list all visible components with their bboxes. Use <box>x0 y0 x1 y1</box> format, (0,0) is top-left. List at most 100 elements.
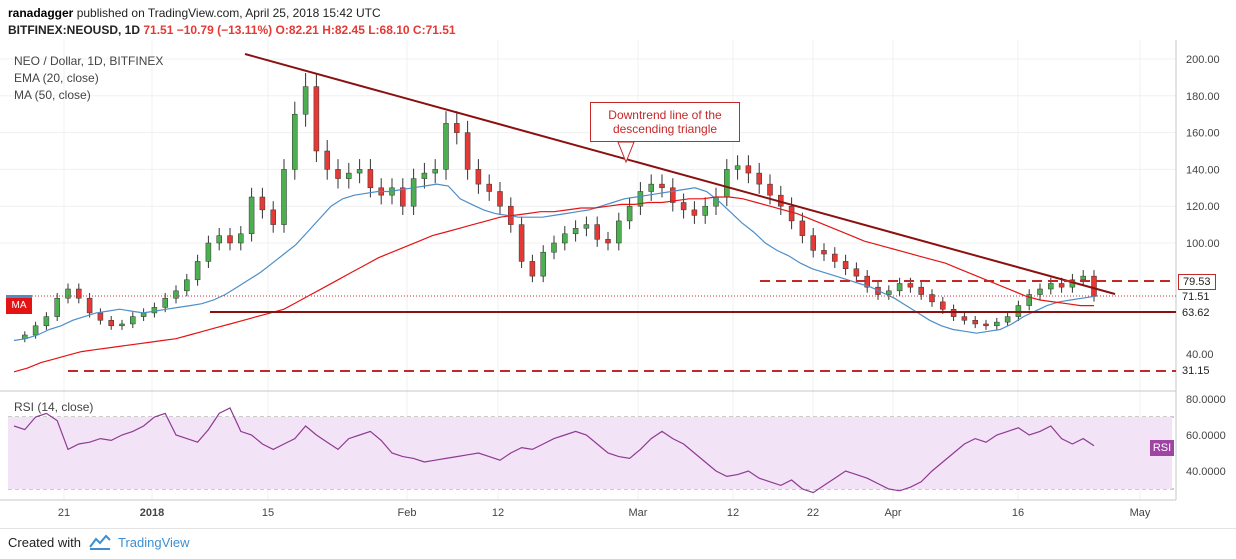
candle-body <box>961 316 968 321</box>
candle-body <box>605 239 611 244</box>
candle-body <box>97 312 104 321</box>
candle-body <box>616 220 622 244</box>
candle-body <box>324 150 330 170</box>
candle-body <box>1037 288 1043 295</box>
time-tick-label: Mar <box>629 507 648 519</box>
ma-axis-tag: MA <box>6 298 32 314</box>
rsi-legend[interactable]: RSI (14, close) <box>14 400 94 414</box>
candle-body <box>486 183 492 192</box>
candle-body <box>572 228 579 235</box>
candle-body <box>432 169 438 174</box>
candle-body <box>724 169 730 198</box>
candle-body <box>184 279 190 292</box>
candle-body <box>140 312 147 317</box>
candle-body <box>810 235 816 251</box>
ohlc-line: BITFINEX:NEOUSD, 1D 71.51 −10.79 (−13.11… <box>8 23 456 37</box>
publish-line: ranadagger published on TradingView.com,… <box>8 6 381 20</box>
candle-body <box>43 316 50 327</box>
candle-body <box>313 86 320 152</box>
trendline-annotation: Downtrend line of the descending triangl… <box>590 102 740 142</box>
candle-body <box>335 169 341 179</box>
candle-body <box>346 172 352 179</box>
published-text: published on TradingView.com, April 25, … <box>76 6 381 20</box>
candle-body <box>821 250 827 255</box>
candle-body <box>76 288 82 299</box>
price-tick-label: 160.00 <box>1186 128 1220 140</box>
candle-body <box>356 169 363 174</box>
ma-line <box>13 196 1094 373</box>
candle-body <box>756 172 762 185</box>
candle-body <box>65 288 71 299</box>
candle-body <box>680 202 687 211</box>
rsi-tick-label: 80.0000 <box>1186 394 1226 406</box>
author-name[interactable]: ranadagger <box>8 6 74 20</box>
candle-body <box>940 301 946 310</box>
time-tick-label: 21 <box>58 507 70 519</box>
candle-body <box>54 297 60 317</box>
price-chart[interactable]: 200.00 180.00 160.00 140.00 120.00 100.00 40.0… <box>0 40 1236 528</box>
candle-body <box>1091 275 1097 297</box>
candle-body <box>248 196 255 235</box>
rsi-axis-tag: RSI <box>1150 440 1174 456</box>
candle-body <box>410 178 417 207</box>
candle-body <box>173 290 179 299</box>
chart-header: ranadagger published on TradingView.com,… <box>0 0 1236 40</box>
candle-body <box>734 165 741 170</box>
last-price-tag: 71.51 <box>1178 290 1214 304</box>
candle-body <box>281 169 287 225</box>
time-tick-label: 12 <box>727 507 739 519</box>
candle-body <box>367 169 374 189</box>
footer: Created with TradingView <box>0 528 1236 559</box>
candle-body <box>194 261 201 281</box>
candle-body <box>302 86 309 115</box>
candle-body <box>702 205 708 216</box>
candle-body <box>227 235 233 244</box>
tradingview-logo-icon[interactable] <box>88 533 112 551</box>
rsi-line <box>13 407 1095 494</box>
candle-body <box>32 325 39 336</box>
candle-body <box>929 294 935 303</box>
ma-legend[interactable]: MA (50, close) <box>14 88 91 102</box>
candles <box>22 72 1097 343</box>
axis-labels: 200.00 180.00 160.00 140.00 120.00 100.00 40.0… <box>58 54 1226 519</box>
candle-body <box>475 169 482 185</box>
time-tick-label: Apr <box>884 507 901 519</box>
candle-body <box>259 196 266 211</box>
candle-body <box>130 316 136 325</box>
resistance-tag: 79.53 <box>1178 274 1216 290</box>
candle-body <box>1026 294 1032 306</box>
rsi-tick-label: 60.0000 <box>1186 430 1226 442</box>
candle-body <box>119 323 125 327</box>
time-tick-label: Feb <box>398 507 417 519</box>
downtrend-line <box>244 53 1116 295</box>
candle-body <box>86 297 93 314</box>
tradingview-brand[interactable]: TradingView <box>118 535 190 550</box>
candle-body <box>238 233 244 244</box>
created-with-text: Created with <box>8 535 81 550</box>
candle-body <box>151 307 158 314</box>
candle-body <box>1048 283 1054 290</box>
price-tick-label: 100.00 <box>1186 238 1220 250</box>
candle-body <box>216 235 222 244</box>
time-tick-label: 16 <box>1012 507 1024 519</box>
candle-body <box>853 268 860 277</box>
candle-body <box>1080 275 1086 281</box>
candle-body <box>497 191 503 207</box>
candle-body <box>907 283 914 288</box>
lower-support-tag: 31.15 <box>1178 364 1214 378</box>
candle-body <box>529 261 536 277</box>
symbol-label[interactable]: BITFINEX:NEOUSD, 1D <box>8 23 141 37</box>
ema-legend[interactable]: EMA (20, close) <box>14 71 99 85</box>
candle-body <box>562 233 568 244</box>
time-tick-label: 15 <box>262 507 274 519</box>
candle-body <box>540 251 546 277</box>
time-tick-label: 12 <box>492 507 504 519</box>
candle-body <box>108 320 114 327</box>
candle-body <box>1004 316 1011 323</box>
time-tick-label: May <box>1130 507 1151 519</box>
price-tick-label: 120.00 <box>1186 201 1220 213</box>
candle-body <box>518 224 525 262</box>
price-tick-label: 200.00 <box>1186 54 1220 66</box>
time-tick-label: 2018 <box>140 507 164 519</box>
time-tick-label: 22 <box>807 507 819 519</box>
